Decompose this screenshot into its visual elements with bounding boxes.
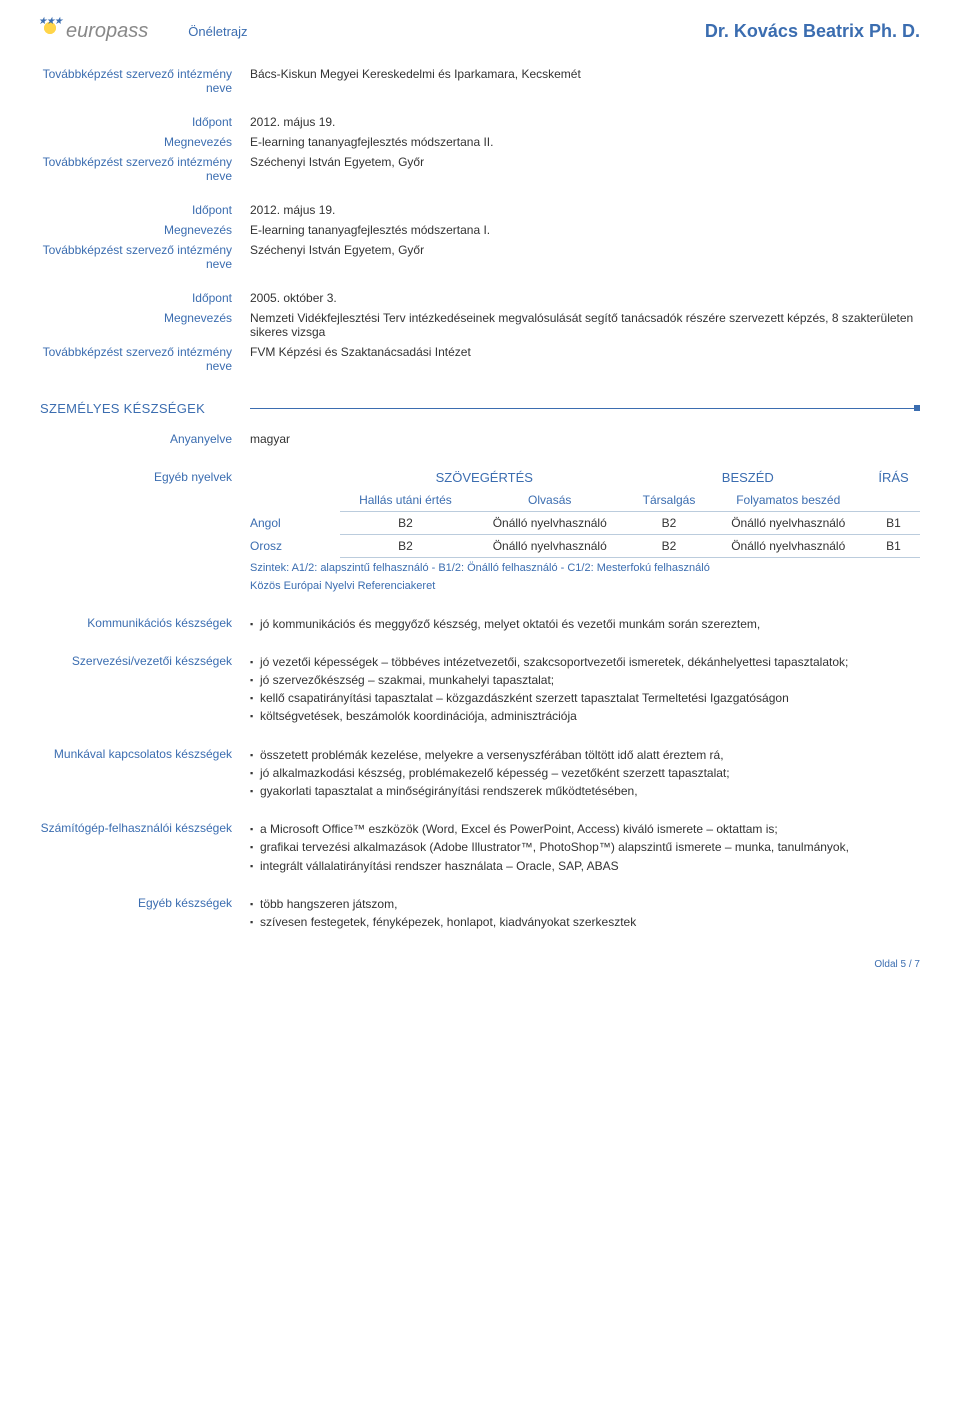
value-time: 2012. május 19. bbox=[250, 115, 920, 129]
header-speaking: BESZÉD bbox=[629, 466, 868, 489]
header-reading: Olvasás bbox=[471, 489, 629, 512]
table-sub-header: Hallás utáni értés Olvasás Társalgás Fol… bbox=[250, 489, 920, 512]
lang-name: Orosz bbox=[250, 535, 340, 558]
training-block-1: Időpont 2012. május 19. Megnevezés E-lea… bbox=[40, 115, 920, 183]
label-title: Megnevezés bbox=[40, 223, 250, 237]
logo-group: ★★★ europass Önéletrajz bbox=[40, 20, 248, 43]
label-time: Időpont bbox=[40, 291, 250, 305]
work-skills-block: Munkával kapcsolatos készségek összetett… bbox=[40, 747, 920, 802]
lang-reading: Önálló nyelvhasználó bbox=[471, 535, 629, 558]
section-heading: SZEMÉLYES KÉSZSÉGEK bbox=[40, 401, 250, 416]
list-item: jó kommunikációs és meggyőző készség, me… bbox=[250, 616, 920, 632]
other-skills-block: Egyéb készségek több hangszeren játszom,… bbox=[40, 896, 920, 932]
label-computer-skills: Számítógép-felhasználói készségek bbox=[40, 821, 250, 876]
work-skills-list: összetett problémák kezelése, melyekre a… bbox=[250, 747, 920, 800]
lang-reading: Önálló nyelvhasználó bbox=[471, 512, 629, 535]
label-other-skills: Egyéb készségek bbox=[40, 896, 250, 932]
label-organizer: Továbbképzést szervező intézmény neve bbox=[40, 345, 250, 373]
list-item: összetett problémák kezelése, melyekre a… bbox=[250, 747, 920, 763]
lang-name: Angol bbox=[250, 512, 340, 535]
training-block-2: Időpont 2012. május 19. Megnevezés E-lea… bbox=[40, 203, 920, 271]
header-listening: Hallás utáni értés bbox=[340, 489, 471, 512]
lang-interaction: B2 bbox=[629, 535, 710, 558]
person-name: Dr. Kovács Beatrix Ph. D. bbox=[705, 21, 920, 42]
label-work-skills: Munkával kapcsolatos készségek bbox=[40, 747, 250, 802]
section-personal-skills: SZEMÉLYES KÉSZSÉGEK bbox=[40, 401, 920, 416]
list-item: jó alkalmazkodási készség, problémakezel… bbox=[250, 765, 920, 781]
list-item: jó vezetői képességek – többéves intézet… bbox=[250, 654, 920, 670]
lang-writing: B1 bbox=[867, 535, 920, 558]
language-table: SZÖVEGÉRTÉS BESZÉD ÍRÁS Hallás utáni ért… bbox=[250, 466, 920, 558]
value-title: Nemzeti Vidékfejlesztési Terv intézkedés… bbox=[250, 311, 920, 339]
label-time: Időpont bbox=[40, 203, 250, 217]
label-mother-tongue: Anyanyelve bbox=[40, 432, 250, 446]
value-organizer: Széchenyi István Egyetem, Győr bbox=[250, 155, 920, 183]
language-table-container: SZÖVEGÉRTÉS BESZÉD ÍRÁS Hallás utáni ért… bbox=[250, 466, 920, 594]
training-block-3: Időpont 2005. október 3. Megnevezés Nemz… bbox=[40, 291, 920, 373]
language-levels-note: Szintek: A1/2: alapszintű felhasználó - … bbox=[250, 561, 920, 576]
communication-skills-block: Kommunikációs készségek jó kommunikációs… bbox=[40, 616, 920, 634]
lang-listening: B2 bbox=[340, 535, 471, 558]
header-production: Folyamatos beszéd bbox=[709, 489, 867, 512]
comm-skills-list: jó kommunikációs és meggyőző készség, me… bbox=[250, 616, 920, 632]
header-understanding: SZÖVEGÉRTÉS bbox=[340, 466, 629, 489]
table-row: Angol B2 Önálló nyelvhasználó B2 Önálló … bbox=[250, 512, 920, 535]
value-organizer: Bács-Kiskun Megyei Kereskedelmi és Ipark… bbox=[250, 67, 920, 95]
label-title: Megnevezés bbox=[40, 135, 250, 149]
label-time: Időpont bbox=[40, 115, 250, 129]
computer-skills-list: a Microsoft Office™ eszközök (Word, Exce… bbox=[250, 821, 920, 874]
list-item: kellő csapatirányítási tapasztalat – köz… bbox=[250, 690, 920, 706]
other-skills-list: több hangszeren játszom, szívesen festeg… bbox=[250, 896, 920, 930]
list-item: jó szervezőkészség – szakmai, munkahelyi… bbox=[250, 672, 920, 688]
page-header: ★★★ europass Önéletrajz Dr. Kovács Beatr… bbox=[40, 20, 920, 43]
value-time: 2005. október 3. bbox=[250, 291, 920, 305]
table-row: Orosz B2 Önálló nyelvhasználó B2 Önálló … bbox=[250, 535, 920, 558]
lang-listening: B2 bbox=[340, 512, 471, 535]
mother-tongue-block: Anyanyelve magyar bbox=[40, 432, 920, 446]
label-organizer: Továbbképzést szervező intézmény neve bbox=[40, 67, 250, 95]
lang-production: Önálló nyelvhasználó bbox=[709, 535, 867, 558]
logo-stars-icon: ★★★ bbox=[38, 16, 62, 27]
lang-interaction: B2 bbox=[629, 512, 710, 535]
label-other-languages: Egyéb nyelvek bbox=[40, 466, 250, 594]
value-mother-tongue: magyar bbox=[250, 432, 920, 446]
org-skills-list: jó vezetői képességek – többéves intézet… bbox=[250, 654, 920, 725]
value-organizer: FVM Képzési és Szaktanácsadási Intézet bbox=[250, 345, 920, 373]
value-time: 2012. május 19. bbox=[250, 203, 920, 217]
list-item: integrált vállalatirányítási rendszer ha… bbox=[250, 858, 920, 874]
page-footer: Oldal 5 / 7 bbox=[874, 959, 920, 970]
label-comm-skills: Kommunikációs készségek bbox=[40, 616, 250, 634]
section-divider bbox=[250, 408, 920, 409]
organizational-skills-block: Szervezési/vezetői készségek jó vezetői … bbox=[40, 654, 920, 727]
other-languages-block: Egyéb nyelvek SZÖVEGÉRTÉS BESZÉD ÍRÁS Ha… bbox=[40, 466, 920, 594]
europass-logo: ★★★ europass bbox=[40, 20, 148, 43]
lang-writing: B1 bbox=[867, 512, 920, 535]
language-framework-note: Közös Európai Nyelvi Referenciakeret bbox=[250, 579, 920, 594]
list-item: költségvetések, beszámolók koordinációja… bbox=[250, 708, 920, 724]
training-block-0: Továbbképzést szervező intézmény neve Bá… bbox=[40, 67, 920, 95]
table-group-header: SZÖVEGÉRTÉS BESZÉD ÍRÁS bbox=[250, 466, 920, 489]
list-item: több hangszeren játszom, bbox=[250, 896, 920, 912]
list-item: gyakorlati tapasztalat a minőségirányítá… bbox=[250, 783, 920, 799]
header-interaction: Társalgás bbox=[629, 489, 710, 512]
label-org-skills: Szervezési/vezetői készségek bbox=[40, 654, 250, 727]
document-title: Önéletrajz bbox=[188, 24, 247, 39]
value-title: E-learning tananyagfejlesztés módszertan… bbox=[250, 135, 920, 149]
value-organizer: Széchenyi István Egyetem, Győr bbox=[250, 243, 920, 271]
label-organizer: Továbbképzést szervező intézmény neve bbox=[40, 243, 250, 271]
computer-skills-block: Számítógép-felhasználói készségek a Micr… bbox=[40, 821, 920, 876]
list-item: a Microsoft Office™ eszközök (Word, Exce… bbox=[250, 821, 920, 837]
value-title: E-learning tananyagfejlesztés módszertan… bbox=[250, 223, 920, 237]
list-item: szívesen festegetek, fényképezek, honlap… bbox=[250, 914, 920, 930]
row-organizer: Továbbképzést szervező intézmény neve Bá… bbox=[40, 67, 920, 95]
header-writing: ÍRÁS bbox=[867, 466, 920, 489]
label-organizer: Továbbképzést szervező intézmény neve bbox=[40, 155, 250, 183]
lang-production: Önálló nyelvhasználó bbox=[709, 512, 867, 535]
list-item: grafikai tervezési alkalmazások (Adobe I… bbox=[250, 839, 920, 855]
label-title: Megnevezés bbox=[40, 311, 250, 339]
logo-text: europass bbox=[66, 20, 148, 42]
